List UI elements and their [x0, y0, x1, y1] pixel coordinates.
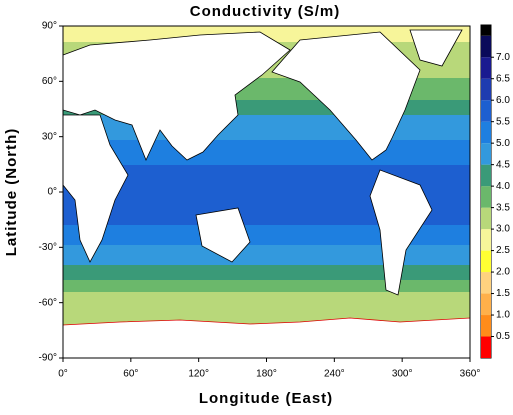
y-tick-label: -90° — [39, 353, 57, 364]
ocean-band — [63, 280, 470, 292]
colorbar-band — [481, 229, 491, 251]
colorbar-band — [481, 293, 491, 316]
map-field — [62, 25, 471, 359]
colorbar-band — [481, 164, 491, 187]
colorbar-tick-label: 1.0 — [496, 310, 510, 321]
colorbar-tick-label: 5.5 — [496, 116, 510, 127]
greenland — [409, 29, 463, 67]
colorbar-band — [481, 35, 491, 58]
north-america — [271, 31, 421, 161]
colorbar-tick-label: 4.0 — [496, 181, 510, 192]
colorbar-tick-label: 6.0 — [496, 95, 510, 106]
y-axis-label: Latitude (North) — [3, 128, 20, 256]
ocean-band — [63, 292, 470, 325]
ocean-band — [63, 225, 470, 245]
colorbar-band — [481, 57, 491, 79]
colorbar-tick-label: 6.5 — [496, 73, 510, 84]
colorbar-tick-label: 3.5 — [496, 202, 510, 213]
australia — [195, 207, 251, 263]
y-tick-label: -60° — [39, 297, 57, 308]
x-tick-label: 180° — [256, 369, 277, 380]
colorbar-tick-label: 5.0 — [496, 138, 510, 149]
colorbar-tick-label: 3.0 — [496, 224, 510, 235]
y-tick-label: -30° — [39, 242, 57, 253]
antarctica — [62, 317, 471, 359]
south-america — [369, 169, 433, 296]
colorbar-tick-label: 2.5 — [496, 245, 510, 256]
africa — [62, 114, 129, 263]
colorbar-band — [481, 207, 491, 230]
y-tick-label: 30° — [42, 131, 57, 142]
x-tick-label: 300° — [392, 369, 413, 380]
ocean-band — [63, 140, 470, 165]
y-tick-label: 60° — [42, 76, 57, 87]
colorbar-band — [481, 272, 491, 294]
y-tick-label: 90° — [42, 21, 57, 32]
x-axis-label: Longitude (East) — [199, 390, 333, 407]
y-tick-label: 0° — [47, 187, 57, 198]
x-tick-label: 360° — [460, 369, 481, 380]
colorbar-band — [481, 100, 491, 122]
colorbar-band — [481, 315, 491, 337]
colorbar-band — [481, 143, 491, 165]
colorbar-band — [481, 121, 491, 144]
ocean-band — [63, 245, 470, 265]
x-tick-label: 0° — [58, 369, 68, 380]
colorbar-band — [481, 25, 491, 36]
colorbar-band — [481, 250, 491, 273]
colorbar-band — [481, 336, 491, 358]
colorbar-tick-label: 0.5 — [496, 331, 510, 342]
colorbar-tick-label: 7.0 — [496, 52, 510, 63]
colorbar-band — [481, 186, 491, 208]
x-tick-label: 240° — [324, 369, 345, 380]
eurasia — [62, 31, 291, 162]
x-tick-label: 120° — [188, 369, 209, 380]
colorbar-tick-label: 4.5 — [496, 159, 510, 170]
colorbar-band — [481, 78, 491, 101]
colorbar-tick-label: 1.5 — [496, 288, 510, 299]
colorbar-tick-label: 2.0 — [496, 267, 510, 278]
ocean-band — [63, 265, 470, 280]
x-tick-label: 60° — [123, 369, 138, 380]
chart-title: Conductivity (S/m) — [190, 3, 341, 20]
